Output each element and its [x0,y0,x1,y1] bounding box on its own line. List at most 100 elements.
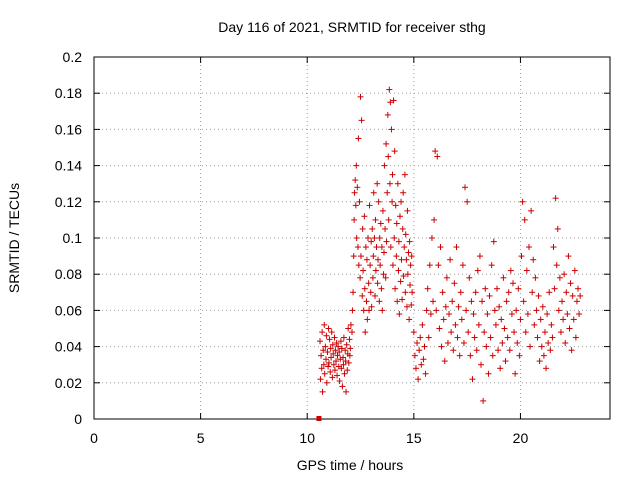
data-point [367,289,374,296]
data-point [530,256,537,263]
data-point [362,244,369,251]
data-point [488,262,495,269]
data-point [329,374,336,381]
data-point [520,298,527,305]
chart-title: Day 116 of 2021, SRMTID for receiver sth… [218,19,485,35]
x-tick-label: 20 [513,430,529,446]
data-point [532,274,539,281]
data-point [467,352,474,359]
data-point [345,325,352,332]
data-point [400,189,407,196]
data-point [342,358,349,365]
data-point [382,274,389,281]
data-point [524,311,531,318]
data-point [352,202,359,209]
data-point [353,235,360,241]
data-point [496,303,503,310]
data-point [450,347,457,354]
data-point [333,339,340,346]
data-point [448,329,455,336]
data-point [327,345,334,352]
data-point [347,321,354,328]
data-point [431,216,438,223]
data-point [427,311,434,318]
data-point [328,354,335,361]
data-point [430,298,437,305]
data-point [576,311,583,318]
data-point [568,347,575,354]
data-point [436,325,443,332]
data-point [389,171,396,178]
data-point [336,349,343,356]
data-point [363,256,370,263]
data-point [519,198,526,205]
data-point [396,311,403,318]
data-point [335,343,342,350]
data-point [538,343,545,350]
data-point [385,153,392,160]
data-point [366,307,373,314]
data-point [472,289,479,296]
data-point [495,347,502,354]
data-point [411,352,418,359]
data-point [331,367,338,374]
x-tick-label: 10 [299,430,315,446]
data-point [402,289,409,296]
data-point [332,347,339,354]
data-point [451,280,458,287]
data-point [351,189,358,196]
data-point [406,316,413,323]
data-point [372,216,379,223]
y-tick-label: 0.18 [55,85,82,101]
data-point [555,307,562,314]
data-point [546,289,553,296]
data-point [404,303,411,310]
data-point [545,339,552,346]
data-point [446,311,453,318]
data-point [442,303,449,310]
data-point [459,262,466,269]
data-point [454,334,461,341]
data-point [473,347,480,354]
data-point [577,292,584,299]
data-point [571,267,578,274]
data-point [460,339,467,346]
data-point [323,332,330,339]
data-point [539,303,546,310]
data-point [379,207,386,214]
data-point [340,354,347,361]
data-point [508,311,515,318]
data-point [330,361,337,368]
data-point [517,316,524,323]
data-point [527,343,534,350]
data-point [337,338,344,345]
data-point [443,274,450,281]
data-point [437,244,444,251]
axis-ticks: 0 5 10 15 20 0 0.02 0.04 0.06 0.08 0.1 0.12 0.14 0.16… [55,49,610,446]
data-point [491,307,498,314]
data-point [377,262,384,269]
data-point [403,256,410,263]
data-point [338,345,345,352]
data-point [338,365,345,372]
data-point [358,117,365,124]
data-point [426,262,433,269]
data-point [364,235,371,241]
data-point [452,321,459,328]
data-point [359,225,366,232]
data-point [395,267,402,274]
data-point [386,86,393,93]
data-point [455,303,462,310]
data-point [553,262,560,269]
data-point [324,349,331,356]
data-point [564,311,571,318]
data-point [552,195,559,202]
data-point [550,244,557,251]
data-point [566,325,573,332]
data-point [458,316,465,323]
data-point [418,361,425,368]
data-point [479,298,486,305]
y-tick-label: 0.12 [55,194,82,210]
data-point [419,321,426,328]
